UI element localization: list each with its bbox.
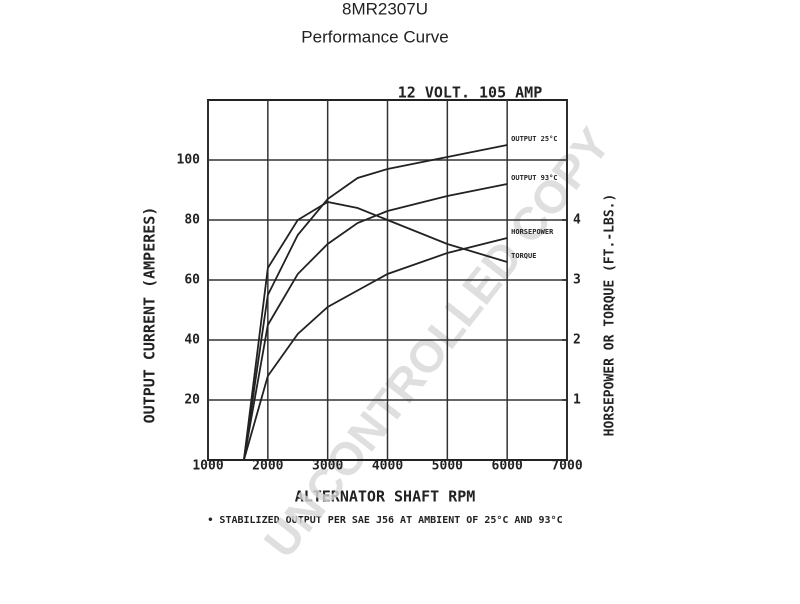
y-axis-label: OUTPUT CURRENT (AMPERES) — [141, 207, 159, 424]
series-label: TORQUE — [511, 252, 536, 260]
y2-axis-label: HORSEPOWER OR TORQUE (FT.-LBS.) — [603, 194, 618, 437]
y2-tick-label: 4 — [573, 213, 581, 228]
y-tick-label: 20 — [184, 393, 200, 408]
x-tick-label: 6000 — [492, 459, 523, 474]
x-tick-label: 3000 — [312, 459, 343, 474]
chart-title: 12 VOLT. 105 AMP — [398, 84, 543, 102]
series-line — [243, 201, 508, 461]
series-line — [243, 237, 508, 461]
y-tick-label: 100 — [177, 153, 201, 168]
x-axis-label: ALTERNATOR SHAFT RPM — [295, 488, 476, 506]
y-tick-label: 60 — [184, 273, 200, 288]
page-title: 8MR2307U — [342, 0, 428, 18]
y-tick-label: 80 — [184, 213, 200, 228]
y2-tick-label: 2 — [573, 333, 581, 348]
x-tick-label: 2000 — [252, 459, 283, 474]
y2-tick-label: 3 — [573, 273, 581, 288]
series-line — [243, 144, 508, 461]
x-tick-label: 1000 — [192, 459, 223, 474]
y-tick-label: 40 — [184, 333, 200, 348]
series-line — [243, 183, 508, 461]
x-tick-label: 7000 — [551, 459, 582, 474]
page-subtitle: Performance Curve — [301, 27, 448, 46]
footnote: • STABILIZED OUTPUT PER SAE J56 AT AMBIE… — [207, 515, 562, 526]
series-label: HORSEPOWER — [511, 228, 554, 236]
x-tick-label: 5000 — [432, 459, 463, 474]
series-label: OUTPUT 93°C — [511, 174, 557, 182]
x-tick-label: 4000 — [372, 459, 403, 474]
series-label: OUTPUT 25°C — [511, 135, 557, 143]
y2-tick-label: 1 — [573, 393, 581, 408]
